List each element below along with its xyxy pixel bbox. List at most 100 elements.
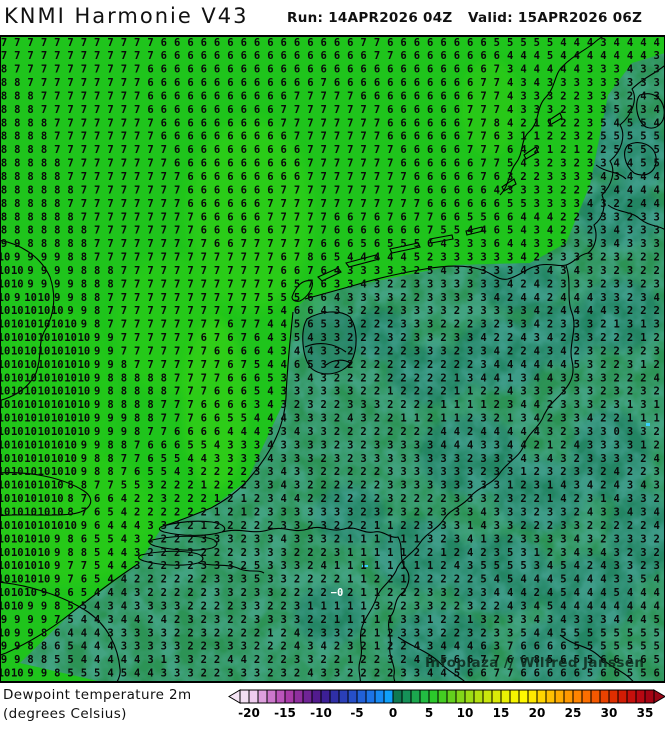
svg-text:2: 2: [414, 359, 420, 371]
svg-text:8: 8: [121, 439, 127, 451]
svg-text:3: 3: [267, 560, 273, 572]
svg-text:10: 10: [0, 372, 10, 384]
svg-text:5: 5: [507, 37, 513, 49]
svg-text:6: 6: [227, 158, 233, 170]
svg-text:5: 5: [507, 225, 513, 237]
svg-text:2: 2: [427, 359, 433, 371]
svg-text:4: 4: [321, 641, 327, 653]
svg-text:2: 2: [267, 641, 273, 653]
svg-text:3: 3: [600, 198, 606, 210]
svg-text:10: 10: [24, 533, 37, 545]
svg-text:2: 2: [547, 520, 553, 532]
svg-text:6: 6: [147, 104, 153, 116]
svg-text:1: 1: [360, 614, 366, 626]
svg-text:2: 2: [134, 493, 140, 505]
svg-text:3: 3: [654, 91, 660, 103]
svg-text:2: 2: [427, 426, 433, 438]
svg-text:3: 3: [360, 292, 366, 304]
svg-text:7: 7: [107, 252, 113, 264]
svg-text:2: 2: [480, 466, 486, 478]
svg-text:6: 6: [94, 507, 100, 519]
svg-text:2: 2: [547, 319, 553, 331]
svg-text:2: 2: [347, 372, 353, 384]
svg-text:4: 4: [627, 50, 633, 62]
svg-text:1: 1: [480, 399, 486, 411]
svg-text:3: 3: [614, 211, 620, 223]
svg-text:2: 2: [534, 252, 540, 264]
svg-text:8: 8: [107, 265, 113, 277]
cyan-markers: [362, 423, 650, 567]
svg-text:6: 6: [241, 211, 247, 223]
svg-text:1: 1: [374, 533, 380, 545]
svg-text:3: 3: [387, 265, 393, 277]
svg-text:3: 3: [534, 225, 540, 237]
svg-text:4: 4: [121, 507, 127, 519]
svg-text:3: 3: [467, 466, 473, 478]
svg-text:6: 6: [227, 399, 233, 411]
svg-text:3: 3: [560, 238, 566, 250]
svg-text:2: 2: [201, 641, 207, 653]
svg-text:1: 1: [241, 507, 247, 519]
svg-text:4: 4: [107, 641, 113, 653]
svg-text:7: 7: [360, 117, 366, 129]
svg-text:7: 7: [147, 131, 153, 143]
svg-text:4: 4: [574, 305, 580, 317]
svg-text:2: 2: [654, 533, 660, 545]
svg-text:6: 6: [347, 225, 353, 237]
svg-text:7: 7: [374, 131, 380, 143]
svg-text:7: 7: [94, 184, 100, 196]
svg-text:6: 6: [227, 77, 233, 89]
svg-text:1: 1: [347, 547, 353, 559]
svg-text:7: 7: [201, 372, 207, 384]
svg-text:9: 9: [41, 252, 47, 264]
svg-text:6: 6: [454, 158, 460, 170]
svg-text:7: 7: [214, 278, 220, 290]
svg-text:4: 4: [520, 265, 526, 277]
svg-text:10: 10: [24, 493, 37, 505]
svg-text:3: 3: [267, 614, 273, 626]
svg-text:3: 3: [294, 654, 300, 666]
svg-text:3: 3: [574, 171, 580, 183]
svg-text:3: 3: [427, 332, 433, 344]
svg-text:10: 10: [64, 319, 77, 331]
svg-text:9: 9: [107, 426, 113, 438]
svg-text:4: 4: [440, 668, 446, 680]
svg-text:6: 6: [427, 37, 433, 49]
svg-text:2: 2: [387, 305, 393, 317]
svg-text:3: 3: [627, 359, 633, 371]
svg-text:2: 2: [147, 560, 153, 572]
svg-text:2: 2: [147, 493, 153, 505]
svg-text:4: 4: [520, 587, 526, 599]
svg-text:3: 3: [600, 225, 606, 237]
svg-text:7: 7: [121, 171, 127, 183]
svg-text:3: 3: [547, 184, 553, 196]
svg-text:6: 6: [400, 104, 406, 116]
svg-text:4: 4: [467, 439, 473, 451]
svg-text:7: 7: [227, 305, 233, 317]
svg-text:2: 2: [627, 198, 633, 210]
svg-text:6: 6: [281, 144, 287, 156]
svg-text:3: 3: [587, 278, 593, 290]
svg-text:3: 3: [560, 372, 566, 384]
svg-text:2: 2: [627, 252, 633, 264]
svg-text:7: 7: [81, 560, 87, 572]
svg-text:7: 7: [134, 453, 140, 465]
svg-text:5: 5: [107, 507, 113, 519]
svg-text:2: 2: [560, 225, 566, 237]
svg-text:5: 5: [334, 252, 340, 264]
svg-text:3: 3: [414, 480, 420, 492]
svg-text:10: 10: [64, 439, 77, 451]
svg-text:8: 8: [94, 319, 100, 331]
svg-text:4: 4: [440, 238, 446, 250]
svg-text:4: 4: [201, 453, 207, 465]
svg-text:3: 3: [520, 533, 526, 545]
svg-text:6: 6: [427, 77, 433, 89]
svg-text:6: 6: [360, 77, 366, 89]
svg-text:8: 8: [67, 547, 73, 559]
svg-text:5: 5: [134, 480, 140, 492]
svg-text:10: 10: [24, 386, 37, 398]
svg-text:3: 3: [574, 372, 580, 384]
svg-text:7: 7: [67, 64, 73, 76]
svg-text:7: 7: [94, 158, 100, 170]
svg-text:3: 3: [161, 668, 167, 680]
